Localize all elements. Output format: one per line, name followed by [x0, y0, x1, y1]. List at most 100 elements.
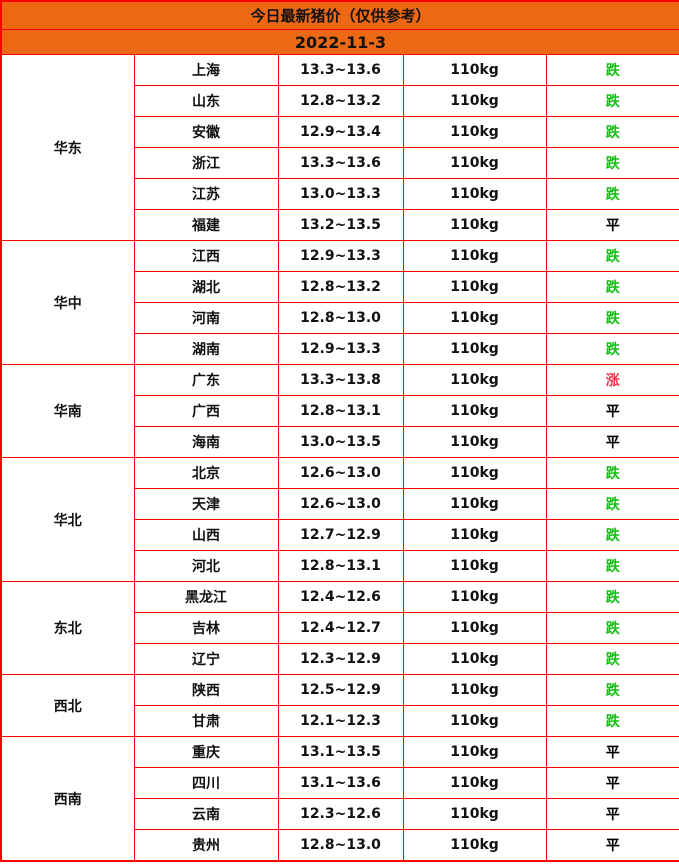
date-label: 2022-11-3 — [0, 29, 679, 55]
price-cell: 12.7~12.9 — [277, 519, 404, 551]
price-cell: 12.8~13.0 — [277, 829, 404, 862]
trend-cell: 跌 — [545, 674, 679, 706]
price-cell: 12.8~13.2 — [277, 85, 404, 117]
weight-cell: 110kg — [402, 364, 547, 396]
weight-cell: 110kg — [402, 550, 547, 582]
weight-cell: 110kg — [402, 333, 547, 365]
province-cell: 福建 — [133, 209, 279, 241]
province-cell: 云南 — [133, 798, 279, 830]
weight-cell: 110kg — [402, 302, 547, 334]
table-row: 湖南 12.9~13.3 110kg 跌 — [1, 333, 679, 365]
region-cell: 华东 — [0, 54, 135, 241]
region-cell: 华中 — [0, 240, 135, 365]
province-cell: 重庆 — [133, 736, 279, 768]
region-cell: 华北 — [0, 457, 135, 582]
price-cell: 12.3~12.9 — [277, 643, 404, 675]
weight-cell: 110kg — [402, 674, 547, 706]
table-row: 河北 12.8~13.1 110kg 跌 — [1, 550, 679, 582]
table-row: 江苏 13.0~13.3 110kg 跌 — [1, 178, 679, 210]
weight-cell: 110kg — [402, 488, 547, 520]
province-cell: 广东 — [133, 364, 279, 396]
trend-cell: 跌 — [545, 302, 679, 334]
price-cell: 12.4~12.6 — [277, 581, 404, 613]
province-cell: 吉林 — [133, 612, 279, 644]
province-cell: 江西 — [133, 240, 279, 272]
province-cell: 安徽 — [133, 116, 279, 148]
weight-cell: 110kg — [402, 829, 547, 862]
table-row: 辽宁 12.3~12.9 110kg 跌 — [1, 643, 679, 675]
weight-cell: 110kg — [402, 426, 547, 458]
province-cell: 黑龙江 — [133, 581, 279, 613]
region-cell: 华南 — [0, 364, 135, 458]
trend-cell: 跌 — [545, 457, 679, 489]
trend-cell: 跌 — [545, 178, 679, 210]
weight-cell: 110kg — [402, 395, 547, 427]
title-row: 今日最新猪价（仅供参考） — [0, 0, 679, 30]
price-cell: 12.3~12.6 — [277, 798, 404, 830]
province-cell: 甘肃 — [133, 705, 279, 737]
price-cell: 13.3~13.6 — [277, 54, 404, 86]
price-cell: 12.4~12.7 — [277, 612, 404, 644]
table-row: 华北 北京 12.6~13.0 110kg 跌 — [0, 457, 679, 582]
province-cell: 河北 — [133, 550, 279, 582]
table-row: 贵州 12.8~13.0 110kg 平 — [1, 829, 679, 862]
page-title: 今日最新猪价（仅供参考） — [0, 0, 679, 30]
weight-cell: 110kg — [402, 581, 547, 613]
trend-cell: 跌 — [545, 612, 679, 644]
table-row: 四川 13.1~13.6 110kg 平 — [1, 767, 679, 799]
table-row: 海南 13.0~13.5 110kg 平 — [1, 426, 679, 458]
weight-cell: 110kg — [402, 178, 547, 210]
trend-cell: 跌 — [545, 147, 679, 179]
weight-cell: 110kg — [402, 798, 547, 830]
weight-cell: 110kg — [402, 54, 547, 86]
province-cell: 湖北 — [133, 271, 279, 303]
table-row: 西南 重庆 13.1~13.5 110kg 平 — [0, 736, 679, 862]
trend-cell: 平 — [545, 798, 679, 830]
trend-cell: 跌 — [545, 116, 679, 148]
table-row: 福建 13.2~13.5 110kg 平 — [1, 209, 679, 241]
weight-cell: 110kg — [402, 209, 547, 241]
weight-cell: 110kg — [402, 643, 547, 675]
table-row: 华南 广东 13.3~13.8 110kg 涨 — [0, 364, 679, 458]
table-row: 吉林 12.4~12.7 110kg 跌 — [1, 612, 679, 644]
region-cell: 东北 — [0, 581, 135, 675]
table-row: 华中 江西 12.9~13.3 110kg 跌 — [0, 240, 679, 365]
trend-cell: 跌 — [545, 519, 679, 551]
weight-cell: 110kg — [402, 85, 547, 117]
trend-cell: 跌 — [545, 240, 679, 272]
weight-cell: 110kg — [402, 147, 547, 179]
weight-cell: 110kg — [402, 116, 547, 148]
table-row: 山西 12.7~12.9 110kg 跌 — [1, 519, 679, 551]
table-row: 广西 12.8~13.1 110kg 平 — [1, 395, 679, 427]
region-cell: 西北 — [0, 674, 135, 737]
weight-cell: 110kg — [402, 240, 547, 272]
province-cell: 湖南 — [133, 333, 279, 365]
trend-cell: 跌 — [545, 85, 679, 117]
price-cell: 12.6~13.0 — [277, 488, 404, 520]
price-cell: 12.9~13.4 — [277, 116, 404, 148]
price-cell: 13.1~13.6 — [277, 767, 404, 799]
weight-cell: 110kg — [402, 705, 547, 737]
province-cell: 四川 — [133, 767, 279, 799]
table-row: 山东 12.8~13.2 110kg 跌 — [1, 85, 679, 117]
price-cell: 12.8~13.2 — [277, 271, 404, 303]
price-cell: 12.5~12.9 — [277, 674, 404, 706]
trend-cell: 跌 — [545, 643, 679, 675]
trend-cell: 跌 — [545, 271, 679, 303]
table-row: 东北 黑龙江 12.4~12.6 110kg 跌 — [0, 581, 679, 675]
province-cell: 山西 — [133, 519, 279, 551]
price-cell: 12.8~13.0 — [277, 302, 404, 334]
price-cell: 12.8~13.1 — [277, 395, 404, 427]
table-row: 云南 12.3~12.6 110kg 平 — [1, 798, 679, 830]
weight-cell: 110kg — [402, 612, 547, 644]
price-cell: 13.0~13.3 — [277, 178, 404, 210]
trend-cell: 平 — [545, 395, 679, 427]
price-cell: 13.2~13.5 — [277, 209, 404, 241]
table-row: 西北 陕西 12.5~12.9 110kg 跌 — [0, 674, 679, 737]
weight-cell: 110kg — [402, 519, 547, 551]
province-cell: 上海 — [133, 54, 279, 86]
trend-cell: 平 — [545, 736, 679, 768]
date-row: 2022-11-3 — [0, 29, 679, 55]
